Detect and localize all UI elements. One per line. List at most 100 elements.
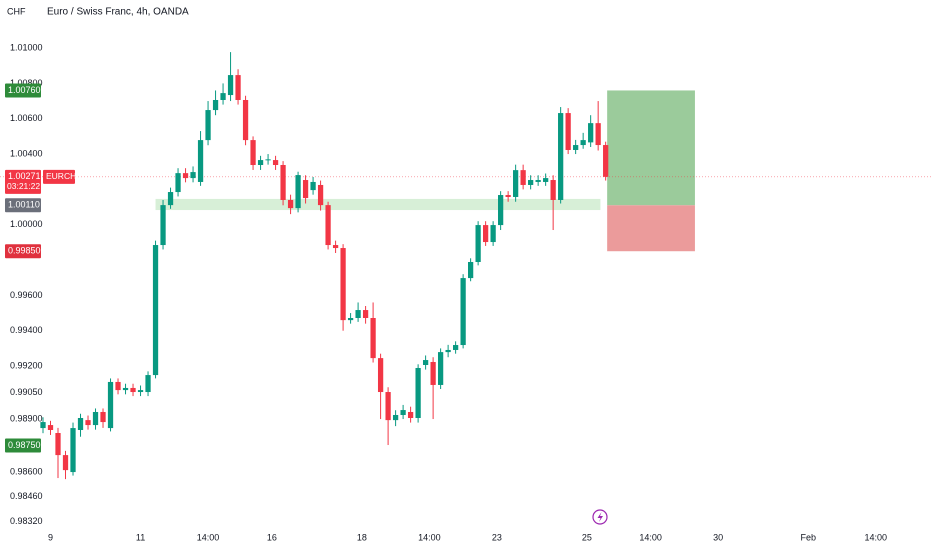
alert-icon[interactable] (592, 509, 608, 525)
candle-body (197, 140, 204, 182)
candle-body (460, 278, 466, 346)
candle-body (287, 199, 294, 209)
candle-body (265, 159, 271, 161)
current-price-box (5, 169, 41, 194)
x-tick-label: 30 (713, 532, 723, 542)
candle-body (145, 375, 151, 393)
candle-body (137, 390, 144, 393)
chart-title: Euro / Swiss Franc, 4h, OANDA (47, 7, 189, 18)
x-tick-label: Feb (800, 532, 816, 542)
candle-body (130, 387, 136, 393)
y-tick-label: 1.00600 (10, 113, 43, 123)
candle-body (190, 172, 196, 179)
candle-body (175, 173, 181, 193)
candle-body (257, 160, 264, 166)
candle-body (55, 433, 61, 456)
candle-body (520, 170, 526, 185)
candle-body (85, 420, 91, 426)
candle-body (385, 392, 391, 421)
candle-body (370, 318, 376, 359)
y-tick-label: 0.98900 (10, 413, 43, 423)
candle-body (565, 113, 571, 150)
y-tick-label: 1.00800 (10, 78, 43, 88)
candle-body (445, 349, 451, 353)
candle-body (47, 425, 54, 431)
candle-body (100, 411, 106, 423)
candle-body (437, 352, 444, 385)
candle-body (242, 99, 249, 141)
y-tick-label: 1.01000 (10, 42, 43, 52)
candle-body (205, 110, 211, 141)
x-tick-label: 18 (357, 532, 367, 542)
candle-body (182, 173, 189, 179)
candle-body (377, 358, 384, 393)
candle-body (70, 428, 76, 473)
candle-body (595, 123, 601, 146)
candle-body (467, 261, 474, 279)
price-label-box (5, 244, 41, 259)
candle-body (317, 184, 324, 206)
candle-body (422, 360, 429, 365)
y-tick-label: 0.99200 (10, 360, 43, 370)
candle-body (483, 225, 489, 243)
y-tick-label: 1.00400 (10, 148, 43, 158)
candle-body (392, 414, 399, 421)
candle-body (490, 225, 496, 243)
candle-body (452, 345, 459, 350)
candle-body (167, 192, 174, 206)
symbol-box (43, 169, 75, 184)
x-tick-label: 23 (492, 532, 502, 542)
candle-body (235, 75, 241, 100)
candle-body (40, 422, 46, 429)
candle-body (302, 180, 309, 199)
candle-body (573, 145, 579, 150)
candle-body (107, 381, 114, 429)
candle-body (362, 310, 369, 318)
candle-body (62, 455, 69, 471)
candle-body (550, 180, 556, 200)
candle-body (92, 411, 99, 426)
price-label: 1.00110 (8, 200, 40, 210)
x-tick-label: 14:00 (418, 532, 441, 542)
candle-body (400, 410, 406, 415)
candle-body (543, 178, 549, 182)
y-tick-label: 1.00000 (10, 219, 43, 229)
candle-body (227, 75, 234, 96)
candle-body (280, 165, 286, 200)
x-tick-label: 11 (136, 532, 145, 542)
price-label: 1.00760 (8, 85, 41, 95)
candle-body (295, 175, 301, 209)
candle-body (355, 310, 361, 318)
candle-body (220, 93, 226, 100)
candle-body (535, 180, 541, 182)
x-tick-label: 14:00 (864, 532, 887, 542)
candle-body (558, 113, 564, 200)
price-label: 0.99850 (8, 246, 41, 256)
candle-body (528, 180, 534, 185)
candle-body (77, 417, 84, 431)
price-label-box (5, 438, 41, 453)
x-tick-label: 14:00 (197, 532, 220, 542)
candle-body (430, 361, 436, 385)
candle-body (160, 205, 166, 246)
y-tick-label: 0.99050 (10, 387, 43, 397)
candle-body (580, 140, 586, 146)
candle-body (212, 99, 219, 111)
candle-body (272, 160, 279, 166)
candle-body (332, 245, 339, 249)
y-tick-label: 0.99400 (10, 325, 43, 335)
countdown: 03:21:22 (7, 181, 40, 191)
price-label-box (5, 198, 41, 213)
candle-body (325, 205, 331, 246)
y-tick-label: 0.98320 (10, 516, 43, 526)
y-tick-label: 0.98600 (10, 466, 43, 476)
candle-body (340, 248, 346, 321)
x-tick-label: 16 (267, 532, 277, 542)
candle-body (415, 367, 421, 418)
price-label: 0.98750 (8, 440, 41, 450)
candle-body (513, 170, 519, 197)
candle-body (250, 140, 256, 166)
current-price-label: 1.00271 (8, 171, 41, 181)
x-tick-label: 25 (582, 532, 592, 542)
x-tick-label: 14:00 (639, 532, 662, 542)
